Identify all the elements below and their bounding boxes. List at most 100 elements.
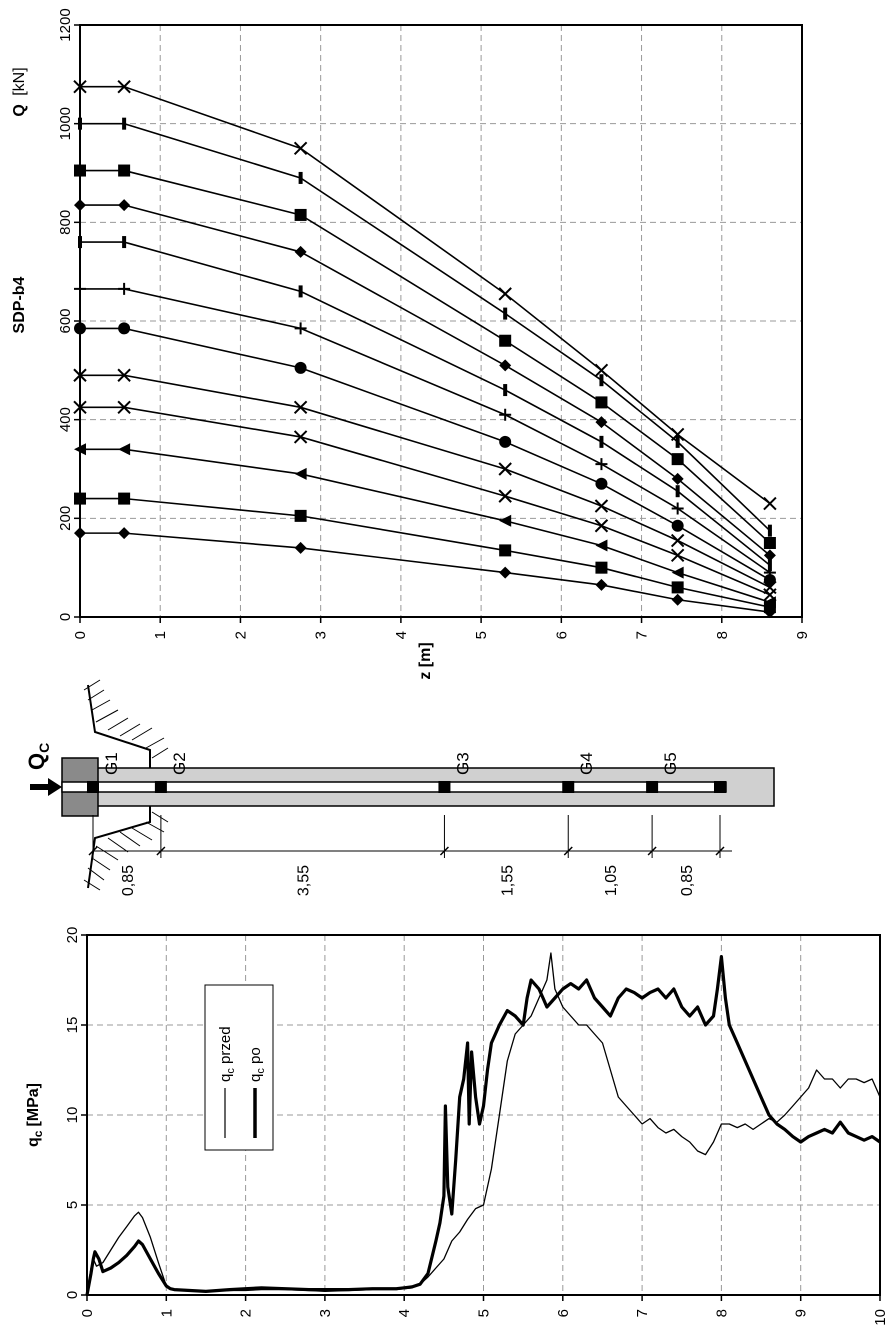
legend-item-qc-przed: qc przed bbox=[217, 1026, 237, 1082]
x-tick-label: 5 bbox=[476, 1309, 493, 1317]
data-point bbox=[595, 416, 608, 429]
data-point bbox=[763, 537, 776, 549]
series-6 bbox=[74, 322, 776, 586]
data-point bbox=[595, 458, 608, 471]
data-point bbox=[671, 593, 684, 606]
data-point bbox=[117, 400, 131, 415]
gauges: G1 G2 G3 G4 G5 bbox=[87, 752, 726, 793]
data-point bbox=[117, 79, 131, 94]
series-7 bbox=[74, 282, 776, 579]
data-point bbox=[599, 435, 604, 448]
dimension-label: 1,55 bbox=[499, 865, 516, 896]
data-point bbox=[78, 117, 82, 130]
x-tick-label: 2 bbox=[238, 1309, 255, 1317]
data-point bbox=[499, 544, 512, 557]
gauge-marker bbox=[562, 781, 575, 793]
data-point bbox=[74, 443, 86, 456]
x-tick-label: 10 bbox=[872, 1309, 889, 1326]
pile-diagram: QC G1 G2 G3 G4 G5 0,85 3,55 1,55 1,05 0,85 bbox=[24, 679, 775, 896]
dimension-label: 0,85 bbox=[679, 865, 696, 896]
x-tick-label: 5 bbox=[473, 631, 490, 639]
y-axis-label-main: Q bbox=[11, 104, 28, 116]
x-tick-label: 3 bbox=[313, 631, 330, 639]
data-point bbox=[294, 245, 307, 258]
data-point bbox=[499, 359, 512, 372]
data-point bbox=[293, 430, 308, 444]
data-point bbox=[675, 435, 680, 448]
y-tick-label: 15 bbox=[64, 1017, 81, 1034]
x-tick-label: 7 bbox=[634, 1309, 651, 1317]
data-point bbox=[73, 79, 87, 94]
data-point bbox=[118, 527, 131, 540]
gauge-label: G1 bbox=[102, 752, 121, 775]
x-tick-label: 9 bbox=[793, 1309, 810, 1317]
x-tick-label: 4 bbox=[393, 631, 410, 639]
y-axis-label: qc[MPa] bbox=[25, 1083, 45, 1147]
data-point bbox=[74, 527, 86, 540]
y-tick-label: 0 bbox=[64, 1291, 81, 1299]
y-tick-label: 400 bbox=[57, 407, 74, 432]
series-9 bbox=[74, 199, 776, 562]
data-point bbox=[74, 199, 86, 212]
gauge-marker bbox=[438, 781, 451, 793]
data-point bbox=[670, 548, 685, 563]
series-10 bbox=[74, 164, 776, 549]
data-point bbox=[675, 485, 680, 498]
grid bbox=[80, 25, 802, 617]
data-point bbox=[122, 236, 127, 249]
data-point bbox=[74, 282, 86, 295]
data-point bbox=[671, 502, 684, 515]
data-point bbox=[499, 435, 512, 448]
y-tick-label: 600 bbox=[57, 308, 74, 333]
soil-hatch-bottom bbox=[83, 806, 169, 891]
data-point bbox=[595, 477, 608, 490]
data-point bbox=[499, 514, 512, 527]
data-point bbox=[118, 199, 131, 212]
y-tick-label: 1200 bbox=[57, 8, 74, 41]
data-point bbox=[767, 559, 772, 572]
data-point bbox=[671, 519, 684, 532]
gauge-label: G4 bbox=[577, 752, 596, 775]
data-point bbox=[595, 578, 608, 591]
data-point bbox=[499, 566, 512, 579]
x-tick-label: 2 bbox=[232, 631, 249, 639]
gauge-label: G2 bbox=[170, 752, 189, 775]
data-point bbox=[599, 374, 604, 387]
gauge-marker bbox=[714, 781, 726, 793]
series-4 bbox=[73, 400, 777, 602]
series-11 bbox=[78, 117, 772, 537]
data-point bbox=[498, 489, 512, 503]
data-point bbox=[595, 561, 608, 574]
data-point bbox=[670, 533, 685, 548]
data-point bbox=[117, 368, 131, 382]
data-point bbox=[498, 287, 512, 301]
x-tick-label: 8 bbox=[714, 631, 731, 639]
data-point bbox=[74, 164, 86, 177]
x-tick-label: 9 bbox=[794, 631, 811, 639]
data-point bbox=[118, 164, 131, 177]
data-point bbox=[594, 363, 609, 378]
data-point bbox=[73, 400, 87, 415]
x-tick-label: 0 bbox=[79, 1309, 96, 1317]
series-12 bbox=[73, 79, 777, 511]
dimension-label: 1,05 bbox=[603, 865, 620, 896]
dimension-lines: 0,85 3,55 1,55 1,05 0,85 bbox=[88, 815, 732, 896]
x-tick-label: 1 bbox=[152, 631, 169, 639]
data-point bbox=[294, 361, 307, 374]
data-point bbox=[294, 509, 307, 522]
data-point bbox=[595, 539, 608, 552]
data-point bbox=[118, 443, 131, 456]
data-point bbox=[763, 574, 776, 586]
dimension-label: 0,85 bbox=[120, 865, 137, 896]
data-point bbox=[594, 519, 609, 533]
data-point bbox=[294, 322, 307, 335]
data-point bbox=[298, 285, 303, 298]
data-point bbox=[294, 541, 307, 554]
y-tick-label: 0 bbox=[57, 613, 74, 621]
data-point bbox=[595, 396, 608, 409]
y-tick-label: 20 bbox=[64, 927, 81, 944]
data-point bbox=[671, 566, 684, 579]
y-tick-label: 5 bbox=[64, 1201, 81, 1209]
x-tick-label: 6 bbox=[555, 1309, 572, 1317]
